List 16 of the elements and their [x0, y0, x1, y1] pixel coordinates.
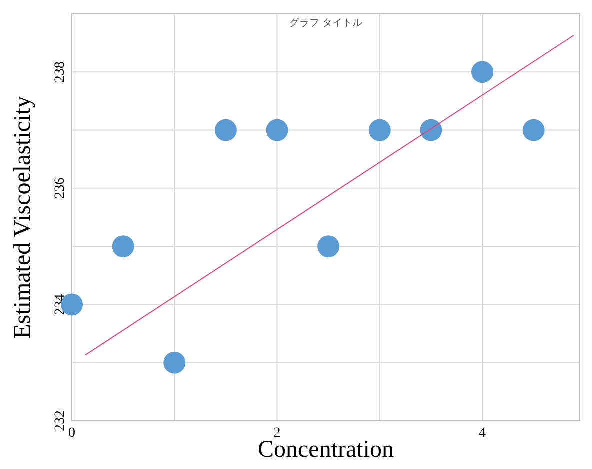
x-tick-label: 4 — [479, 426, 486, 441]
y-axis-title: Estimated Viscoelasticity — [10, 96, 36, 339]
y-tick-label: 236 — [53, 178, 68, 199]
point — [164, 352, 186, 374]
point — [112, 236, 134, 258]
point — [214, 119, 237, 142]
x-tick-label: 0 — [68, 426, 76, 441]
y-tick-label: 238 — [53, 62, 68, 83]
point — [318, 236, 340, 258]
point — [266, 119, 288, 142]
point — [368, 119, 391, 142]
point — [522, 119, 545, 142]
point — [420, 119, 442, 142]
chart-title: グラフ タイトル — [289, 18, 363, 29]
y-tick-label: 232 — [53, 410, 68, 432]
point — [472, 61, 494, 84]
